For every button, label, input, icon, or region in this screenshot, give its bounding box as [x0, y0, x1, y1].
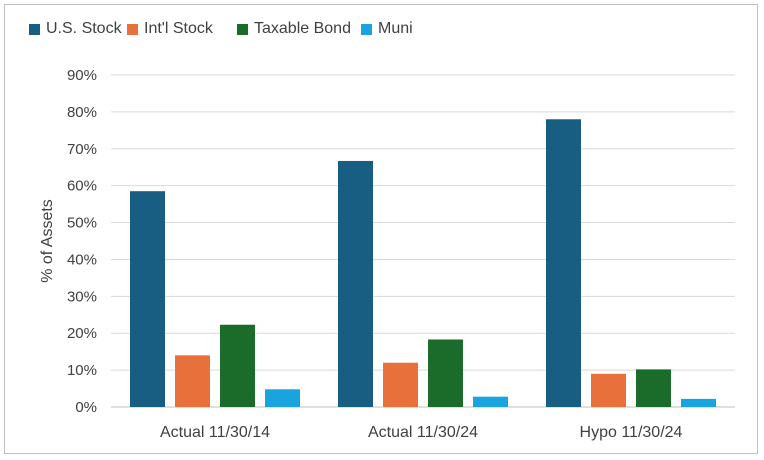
bar: [546, 119, 581, 408]
bar: [338, 160, 373, 407]
y-tick-label: 60%: [67, 178, 97, 195]
legend-item: U.S. Stock: [29, 19, 122, 39]
bar-chart: 0% 10% 20% 30% 40% 50% 60% 70% 80% 90% % of Assets…: [39, 67, 735, 441]
y-tick-label: 50%: [67, 215, 97, 232]
legend-item: Taxable Bond: [237, 19, 351, 39]
legend-label: Int'l Stock: [144, 20, 213, 37]
y-tick-label: 80%: [67, 104, 97, 121]
bar: [681, 398, 716, 407]
y-tick-label: 0%: [75, 399, 97, 416]
bar: [473, 396, 508, 407]
bar: [636, 369, 671, 407]
legend-item: Int'l Stock: [127, 19, 213, 39]
y-tick-label: 90%: [67, 67, 97, 84]
bar: [220, 324, 255, 407]
y-tick-label: 20%: [67, 325, 97, 342]
x-tick-label: Hypo 11/30/24: [580, 424, 683, 441]
bar: [383, 362, 418, 407]
legend-label: Muni: [378, 20, 413, 37]
legend-label: Taxable Bond: [254, 20, 351, 37]
y-tick-label: 30%: [67, 288, 97, 305]
legend-item: Muni: [361, 19, 413, 39]
bar: [591, 373, 626, 407]
legend-label: U.S. Stock: [46, 20, 122, 37]
x-tick-label: Actual 11/30/14: [160, 424, 270, 441]
y-tick-label: 70%: [67, 141, 97, 158]
y-tick-label: 40%: [67, 251, 97, 268]
legend-swatch: [29, 23, 40, 35]
bar: [428, 339, 463, 407]
legend-swatch: [127, 23, 138, 35]
y-tick-label: 10%: [67, 362, 97, 379]
bar: [265, 389, 300, 407]
chart-frame: U.S. Stock Int'l Stock Taxable Bond Muni 0%…: [4, 4, 758, 454]
x-tick-label: Actual 11/30/24: [368, 424, 478, 441]
y-axis-label: % of Assets: [39, 199, 56, 283]
bar: [175, 355, 210, 407]
bar: [130, 191, 165, 407]
legend-swatch: [237, 23, 248, 35]
legend-swatch: [361, 23, 372, 35]
